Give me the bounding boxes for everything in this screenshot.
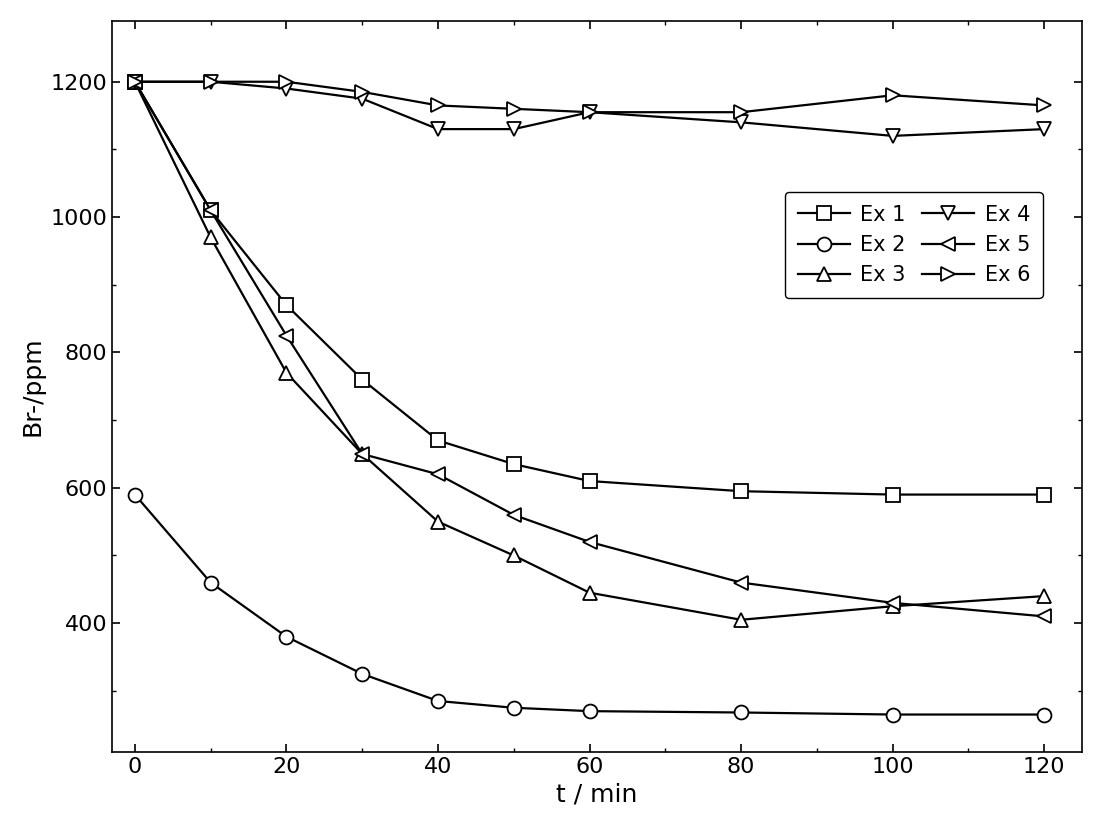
Ex 4 [431,124,445,134]
Ex 3 [128,77,141,87]
Ex 1 [204,205,217,215]
Ex 3 [507,551,521,561]
Ex 2 [280,632,293,642]
Y-axis label: Br-/ppm: Br-/ppm [21,337,45,436]
Ex 3 [583,588,597,598]
Ex 4 [1038,124,1051,134]
Ex 5 [355,449,368,459]
Ex 2 [128,490,141,500]
Legend: Ex 1, Ex 2, Ex 3, Ex 4, Ex 5, Ex 6: Ex 1, Ex 2, Ex 3, Ex 4, Ex 5, Ex 6 [785,192,1042,298]
Ex 6 [583,108,597,117]
Ex 2 [507,703,521,713]
Ex 5 [280,331,293,341]
Ex 1 [280,300,293,310]
Ex 4 [280,84,293,93]
Ex 5 [1038,611,1051,621]
Line: Ex 3: Ex 3 [128,74,1051,627]
Ex 3 [355,449,368,459]
Ex 2 [583,706,597,716]
Ex 4 [204,77,217,87]
Ex 3 [735,614,748,624]
Ex 3 [431,517,445,527]
Ex 1 [355,375,368,385]
Ex 1 [583,476,597,486]
Ex 6 [735,108,748,117]
X-axis label: t / min: t / min [556,782,638,806]
Ex 4 [735,117,748,127]
Ex 6 [355,87,368,97]
Ex 1 [735,486,748,496]
Ex 4 [355,93,368,103]
Ex 3 [1038,591,1051,601]
Ex 6 [1038,100,1051,110]
Line: Ex 4: Ex 4 [128,74,1051,143]
Ex 2 [735,708,748,718]
Ex 6 [128,77,141,87]
Ex 6 [507,104,521,114]
Ex 5 [507,510,521,520]
Ex 1 [886,490,899,500]
Ex 5 [735,577,748,587]
Ex 6 [431,100,445,110]
Line: Ex 1: Ex 1 [128,74,1051,501]
Ex 4 [886,131,899,141]
Ex 3 [280,368,293,378]
Ex 3 [886,601,899,611]
Line: Ex 6: Ex 6 [128,74,1051,119]
Ex 5 [583,537,597,547]
Ex 2 [355,669,368,679]
Ex 5 [431,469,445,479]
Ex 5 [128,77,141,87]
Ex 2 [431,696,445,706]
Ex 2 [204,577,217,587]
Ex 4 [128,77,141,87]
Ex 4 [507,124,521,134]
Ex 1 [1038,490,1051,500]
Ex 6 [280,77,293,87]
Ex 1 [507,459,521,469]
Line: Ex 5: Ex 5 [128,74,1051,624]
Ex 1 [128,77,141,87]
Line: Ex 2: Ex 2 [128,488,1051,721]
Ex 6 [886,90,899,100]
Ex 3 [204,232,217,242]
Ex 5 [886,598,899,608]
Ex 1 [431,436,445,446]
Ex 2 [886,710,899,719]
Ex 2 [1038,710,1051,719]
Ex 5 [204,205,217,215]
Ex 6 [204,77,217,87]
Ex 4 [583,108,597,117]
